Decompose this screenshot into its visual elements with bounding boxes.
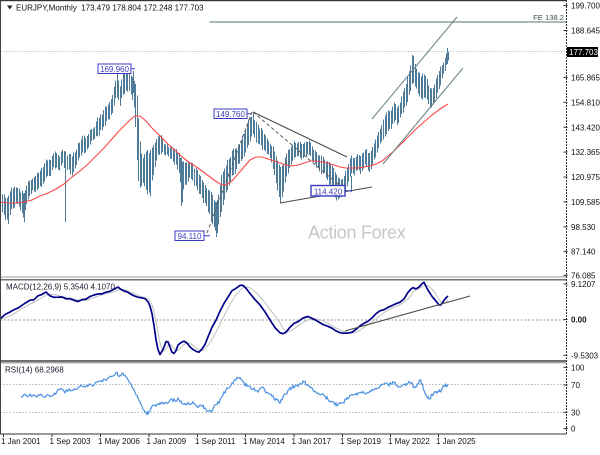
svg-text:114.420: 114.420 [314,188,343,197]
svg-text:1 Sep 2003: 1 Sep 2003 [50,437,91,446]
svg-text:98.530: 98.530 [571,223,596,232]
svg-text:1 May 2006: 1 May 2006 [98,437,140,446]
svg-text:FE 138.2: FE 138.2 [533,13,564,22]
svg-text:87.140: 87.140 [571,248,596,257]
svg-text:94.110: 94.110 [178,232,202,241]
svg-text:143.420: 143.420 [571,123,600,132]
svg-text:0.00: 0.00 [571,316,587,325]
svg-text:MACD(12,26,9) 5.3540 4.1070: MACD(12,26,9) 5.3540 4.1070 [6,283,116,292]
svg-text:-9.5303: -9.5303 [571,351,599,360]
svg-text:1 Sep 2011: 1 Sep 2011 [195,437,236,446]
svg-text:1 Jan 2009: 1 Jan 2009 [147,437,187,446]
svg-text:EURJPY,Monthly 173.479 178.80: EURJPY,Monthly 173.479 178.804 172.248 1… [16,4,204,13]
svg-text:1 Jan 2025: 1 Jan 2025 [436,437,476,446]
svg-text:9.1207: 9.1207 [571,280,596,289]
svg-text:1 Jan 2001: 1 Jan 2001 [1,437,41,446]
svg-text:149.760: 149.760 [216,110,245,119]
svg-text:76.085: 76.085 [571,271,596,280]
svg-text:30: 30 [571,408,580,417]
svg-text:1 May 2014: 1 May 2014 [243,437,285,446]
svg-text:70: 70 [571,381,580,390]
svg-text:169.960: 169.960 [100,65,129,74]
svg-text:177.703: 177.703 [569,48,598,57]
svg-text:188.645: 188.645 [571,27,600,36]
svg-text:1 Jan 2017: 1 Jan 2017 [292,437,332,446]
svg-text:120.975: 120.975 [571,173,600,182]
svg-text:1 Sep 2019: 1 Sep 2019 [340,437,381,446]
svg-text:RSI(14) 68.2968: RSI(14) 68.2968 [5,366,64,375]
svg-text:1 May 2022: 1 May 2022 [388,437,430,446]
svg-text:154.810: 154.810 [571,98,600,107]
svg-text:0: 0 [571,425,576,434]
svg-text:Action Forex: Action Forex [308,223,406,243]
svg-text:132.365: 132.365 [571,148,600,157]
svg-text:109.585: 109.585 [571,198,600,207]
svg-text:199.700: 199.700 [571,2,600,11]
svg-text:100: 100 [571,363,585,372]
svg-text:165.865: 165.865 [571,74,600,83]
